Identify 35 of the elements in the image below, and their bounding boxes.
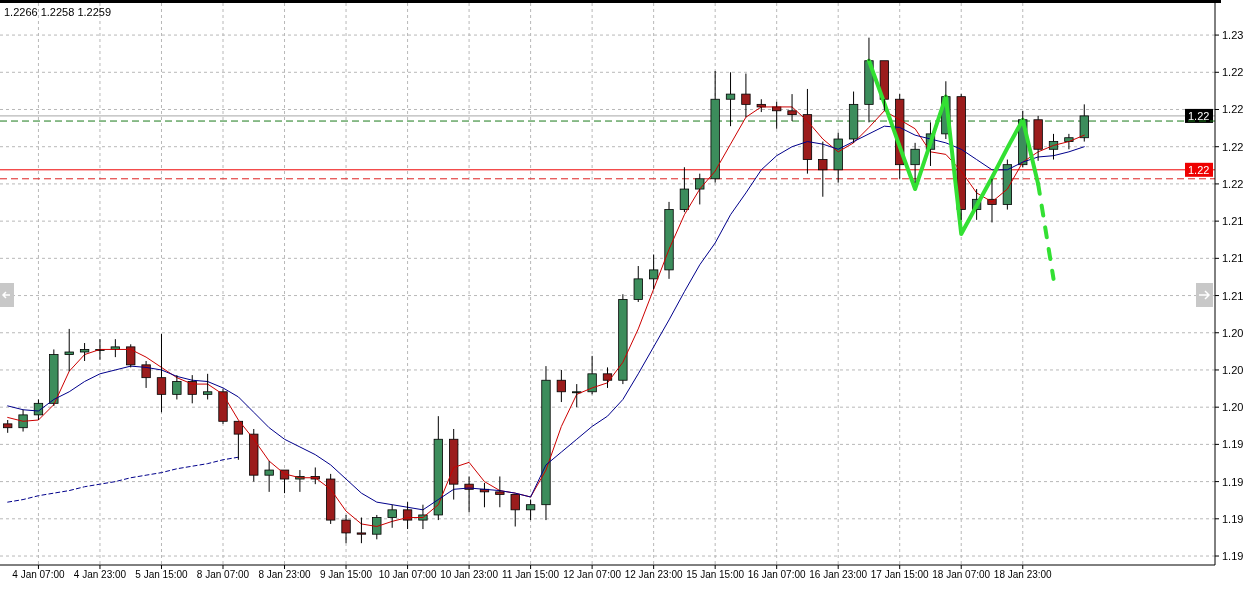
x-tick-label: 8 Jan 23:00: [258, 569, 312, 580]
x-tick-label: 15 Jan 15:00: [686, 569, 745, 580]
x-tick-label: 4 Jan 23:00: [73, 569, 127, 580]
x-tick-label: 12 Jan 07:00: [563, 569, 622, 580]
ref-line-label: 1.22: [1188, 163, 1210, 176]
y-tick-label: 1.22: [1222, 66, 1244, 79]
y-tick-label: 1.19: [1222, 550, 1244, 563]
y-tick-label: 1.23: [1222, 29, 1244, 42]
x-tick-label: 16 Jan 07:00: [747, 569, 807, 580]
x-tick-label: 5 Jan 15:00: [135, 569, 189, 580]
y-tick-label: 1.19: [1222, 438, 1244, 451]
y-tick-label: 1.22: [1222, 140, 1244, 153]
ref-line-label: 1.22: [1188, 109, 1210, 122]
y-tick-label: 1.21: [1222, 252, 1244, 265]
x-tick-label: 10 Jan 07:00: [378, 569, 437, 580]
x-tick-label: 11 Jan 15:00: [502, 569, 560, 580]
x-tick-label: 12 Jan 23:00: [624, 569, 683, 580]
y-tick-label: 1.22: [1222, 177, 1244, 190]
y-tick-label: 1.21: [1222, 289, 1244, 302]
annotation: 1.2266 1.2258 1.2259: [4, 6, 112, 18]
x-tick-label: 10 Jan 23:00: [440, 569, 499, 580]
y-tick-label: 1.19: [1222, 512, 1244, 525]
x-tick-label: 9 Jan 15:00: [319, 569, 373, 580]
x-tick-label: 4 Jan 07:00: [12, 569, 66, 580]
y-tick-label: 1.20: [1222, 401, 1244, 414]
y-tick-label: 1.22: [1222, 103, 1244, 116]
x-tick-label: 18 Jan 07:00: [932, 569, 991, 580]
x-tick-label: 8 Jan 07:00: [196, 569, 250, 580]
y-tick-label: 1.21: [1222, 215, 1244, 228]
y-tick-label: 1.19: [1222, 475, 1244, 488]
x-tick-label: 16 Jan 23:00: [809, 569, 868, 580]
y-tick-label: 1.20: [1222, 326, 1244, 339]
x-tick-label: 17 Jan 15:00: [870, 569, 930, 580]
y-tick-label: 1.20: [1222, 363, 1244, 376]
x-tick-label: 18 Jan 23:00: [993, 569, 1053, 580]
